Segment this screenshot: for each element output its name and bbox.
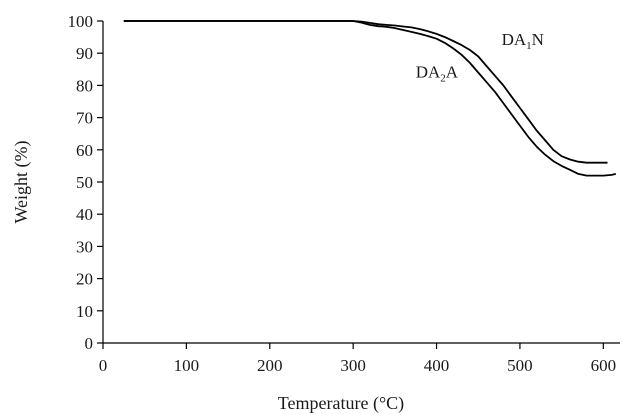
y-tick-label: 20 <box>76 270 93 289</box>
series-group <box>123 20 617 177</box>
series-labels: DA1N DA2A <box>416 30 544 84</box>
x-tick-label: 100 <box>174 356 200 375</box>
axes <box>102 21 620 344</box>
series-label-da1n: DA1N <box>502 30 544 52</box>
y-tick-label: 30 <box>76 237 93 256</box>
x-tick-label: 300 <box>340 356 366 375</box>
ticks: 0 10 20 30 40 50 60 70 80 90 100 0 100 200 300 400 500 60… <box>68 12 617 375</box>
x-tick-label: 400 <box>424 356 450 375</box>
y-tick-label: 70 <box>76 109 93 128</box>
y-tick-label: 90 <box>76 44 93 63</box>
series-line-da2a <box>123 20 617 177</box>
y-axis-title: Weight (%) <box>11 140 32 223</box>
x-tick-label: 500 <box>507 356 533 375</box>
y-tick-label: 60 <box>76 141 93 160</box>
y-tick-label: 0 <box>85 334 94 353</box>
x-tick-label: 0 <box>99 356 108 375</box>
series-label-da2a: DA2A <box>416 62 459 84</box>
x-axis-title: Temperature (°C) <box>278 393 404 414</box>
y-tick-label: 80 <box>76 76 93 95</box>
x-tick-label: 200 <box>257 356 283 375</box>
y-tick-label: 50 <box>76 173 93 192</box>
series-line-da1n <box>123 20 608 164</box>
x-tick-label: 600 <box>591 356 617 375</box>
y-tick-label: 100 <box>68 12 94 31</box>
y-tick-label: 10 <box>76 302 93 321</box>
y-tick-label: 40 <box>76 205 93 224</box>
